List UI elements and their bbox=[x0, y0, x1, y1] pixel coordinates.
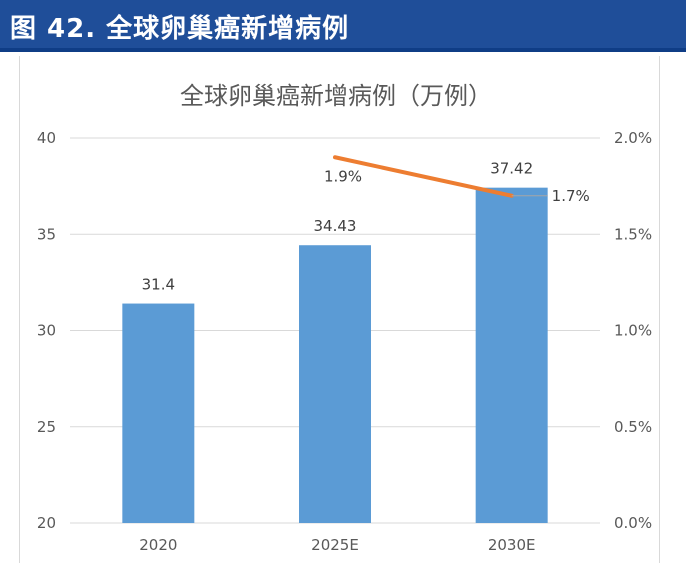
bar bbox=[475, 187, 548, 524]
y2-tick-label: 0.5% bbox=[614, 418, 652, 436]
y-tick-label: 30 bbox=[37, 322, 56, 340]
figure-header: 图 42. 全球卵巢癌新增病例 bbox=[0, 0, 686, 52]
y-tick-label: 25 bbox=[37, 418, 56, 436]
y-tick-label: 20 bbox=[37, 514, 56, 532]
bar-value-label: 31.4 bbox=[142, 276, 175, 294]
bar bbox=[122, 303, 195, 523]
x-tick-label: 2025E bbox=[311, 536, 359, 554]
x-tick-label: 2030E bbox=[488, 536, 536, 554]
line-value-label: 1.7% bbox=[552, 187, 590, 205]
y2-tick-label: 0.0% bbox=[614, 514, 652, 532]
y2-tick-label: 1.0% bbox=[614, 322, 652, 340]
growth-rate-line bbox=[333, 155, 514, 198]
x-tick-label: 2020 bbox=[139, 536, 177, 554]
figure-title: 图 42. 全球卵巢癌新增病例 bbox=[10, 14, 350, 44]
y2-tick-label: 1.5% bbox=[614, 225, 652, 243]
y-tick-label: 35 bbox=[37, 225, 56, 243]
y2-tick-label: 2.0% bbox=[614, 129, 652, 147]
chart-frame bbox=[19, 56, 660, 563]
chart-title: 全球卵巢癌新增病例（万例） bbox=[180, 82, 492, 110]
bar-value-label: 37.42 bbox=[490, 160, 533, 178]
y-tick-label: 40 bbox=[37, 129, 56, 147]
bar bbox=[299, 245, 371, 523]
line-value-label: 1.9% bbox=[324, 167, 362, 185]
bar-value-label: 34.43 bbox=[314, 217, 357, 235]
